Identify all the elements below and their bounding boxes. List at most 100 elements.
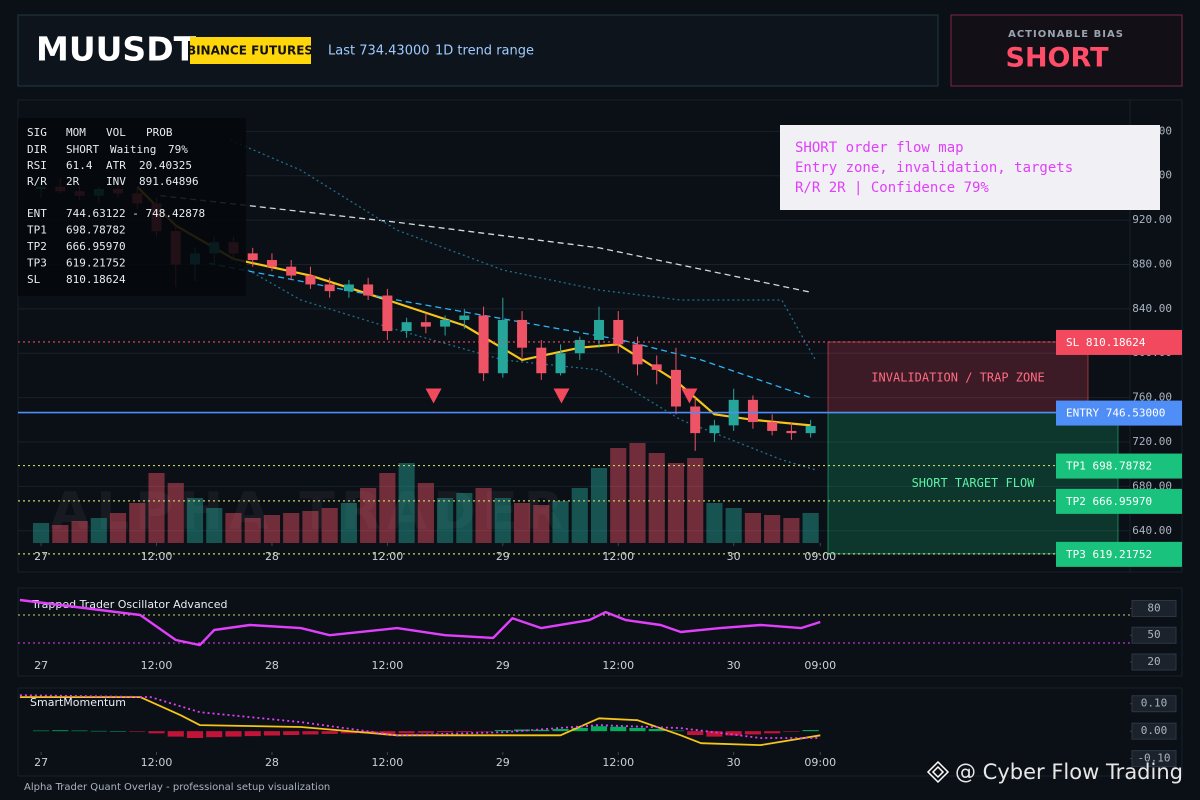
stats-header: PROB <box>146 126 173 139</box>
candle-body <box>613 319 624 345</box>
histogram-bar <box>533 729 550 732</box>
candle-body <box>747 399 758 423</box>
volume-bar <box>244 518 261 543</box>
volume-bar <box>90 518 107 543</box>
volume-bar <box>33 523 50 543</box>
stats-cell: INV <box>106 175 126 188</box>
x-tick-label: 12:00 <box>141 756 173 769</box>
y-tick-label: 840.00 <box>1132 302 1172 315</box>
histogram-bar <box>687 731 704 735</box>
y-tick-label: 20 <box>1147 655 1160 668</box>
stats-level: TP1 <box>27 224 47 237</box>
histogram-bar <box>456 731 473 732</box>
histogram-bar <box>283 731 300 735</box>
volume-bar <box>783 518 800 543</box>
histogram-bar <box>71 730 88 732</box>
volume-bar <box>629 443 646 543</box>
signal-marker <box>681 388 698 404</box>
x-tick-label: 27 <box>34 550 48 563</box>
volume-bar <box>379 473 396 543</box>
volume-bar <box>533 505 550 543</box>
histogram-bar <box>417 731 434 733</box>
x-tick-label: 12:00 <box>372 659 404 672</box>
histogram-bar <box>148 731 165 734</box>
credit: @ Cyber Flow Trading <box>955 760 1183 784</box>
candle-body <box>478 315 489 374</box>
x-tick-label: 29 <box>496 550 510 563</box>
x-tick-label: 12:00 <box>602 659 634 672</box>
stats-cell: SHORT <box>66 143 99 156</box>
volume-bar <box>648 453 665 543</box>
x-tick-label: 12:00 <box>141 550 173 563</box>
volume-bar <box>456 493 473 543</box>
stats-level: 619.21752 <box>66 257 126 270</box>
histogram-bar <box>244 731 261 737</box>
volume-bar <box>302 511 319 543</box>
volume-bar <box>71 521 88 543</box>
y-tick-box <box>1131 722 1177 740</box>
y-tick-box <box>1131 695 1177 713</box>
histogram-bar <box>109 731 127 732</box>
level-tag <box>1056 541 1182 567</box>
candle-body <box>497 319 508 374</box>
bias-label: ACTIONABLE BIAS <box>1008 29 1124 40</box>
candle-body <box>440 319 451 327</box>
note-line: SHORT order flow map <box>795 140 964 156</box>
volume-bar <box>129 503 146 543</box>
volume-bar <box>360 488 377 543</box>
candle-body <box>632 344 643 365</box>
note: SHORT order flow map Entry zone, invalida… <box>795 140 1073 196</box>
stats-cell: R/R <box>27 175 47 188</box>
zone <box>827 412 1119 555</box>
x-tick-label: 12:00 <box>141 659 173 672</box>
x-tick-label: 09:00 <box>804 659 836 672</box>
volume-bar <box>610 448 627 543</box>
histogram-bar <box>475 731 492 732</box>
stats-level: SL <box>27 273 41 286</box>
stats-panel <box>18 118 246 296</box>
stats-cell: 20.40325 <box>139 159 192 172</box>
stats-cell: 79% <box>168 143 188 156</box>
volume-bar <box>263 515 281 543</box>
x-tick-label: 30 <box>727 550 741 563</box>
x-tick-label: 30 <box>727 756 741 769</box>
zone <box>827 341 1089 414</box>
momentum-chart: -0.10 0.00 0.10 27 12:00 28 12:00 29 12:00 30 09:0… <box>19 694 1177 769</box>
stats-level: 744.63122 - 748.42878 <box>66 207 205 220</box>
volume-bar <box>225 513 242 543</box>
note-panel <box>780 125 1160 210</box>
volume-bar <box>475 488 492 543</box>
histogram-bar <box>629 727 646 732</box>
volume-bar <box>667 463 685 543</box>
histogram-bar <box>744 731 762 735</box>
candle-body <box>247 253 258 261</box>
stats-header: VOL <box>106 126 126 139</box>
x-tick-label: 12:00 <box>602 756 634 769</box>
x-tick-label: 30 <box>727 659 741 672</box>
level-tag <box>1056 329 1182 355</box>
y-tick-label: 760.00 <box>1132 391 1172 404</box>
y-tick-label: 640.00 <box>1132 524 1172 537</box>
candle-body <box>690 406 701 434</box>
histogram-bar <box>398 731 415 734</box>
histogram-bar <box>590 726 608 732</box>
histogram-bar <box>90 730 107 732</box>
bias-panel <box>950 14 1183 87</box>
histogram-bar <box>206 731 223 738</box>
candle-body <box>805 426 816 434</box>
x-tick-label: 29 <box>496 756 510 769</box>
candle-body <box>286 266 297 276</box>
level-label: SL 810.18624 <box>1066 336 1146 349</box>
y-tick-label: 50 <box>1147 628 1160 641</box>
x-tick-label: 12:00 <box>372 756 404 769</box>
candle-body <box>382 295 393 332</box>
candle-body <box>651 364 662 370</box>
x-tick-label: 28 <box>265 550 279 563</box>
series-line <box>209 262 811 399</box>
candle-body <box>709 425 720 434</box>
histogram-bar <box>667 730 685 732</box>
stats: SIG MOM VOL PROB DIR SHORT Waiting 79% RSI 61.4 AT… <box>27 126 205 286</box>
y-tick-box <box>1131 653 1177 671</box>
stats-level: TP3 <box>27 257 47 270</box>
